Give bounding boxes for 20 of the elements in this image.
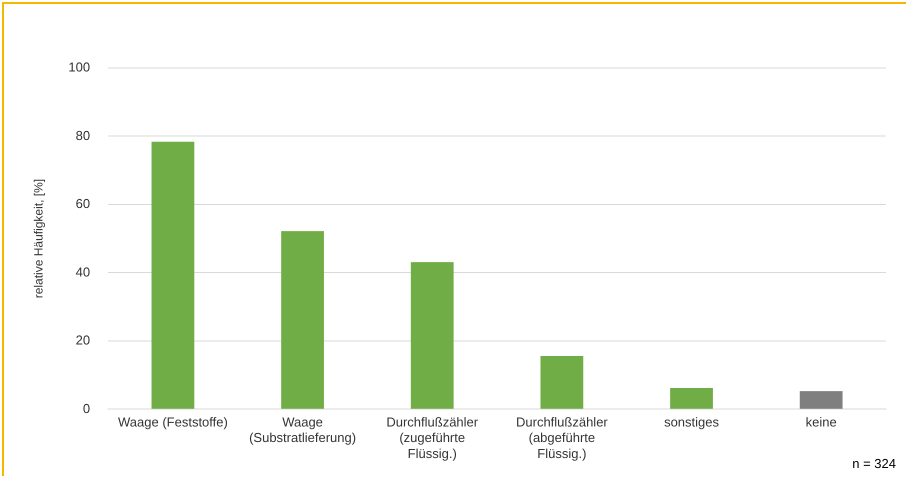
y-tick-label: 80 [76,128,90,143]
x-tick-label: Durchflußzähler (zugeführte Flüssig.) [386,414,479,461]
bar [540,356,584,409]
x-tick-label: keine [806,414,837,430]
x-tick-label: Waage (Feststoffe) [118,414,228,430]
x-tick-label: Durchflußzähler (abgeführte Flüssig.) [516,414,608,461]
bar [670,388,713,409]
y-tick-label: 40 [76,264,90,280]
bar [152,142,194,409]
y-axis-title: relative Häufigkeit, [%] [32,178,46,298]
text: n = 324 [852,456,896,471]
bar [281,231,324,409]
y-tick-label: 0 [82,400,90,416]
bar [800,391,843,409]
y-tick-label: 100 [68,60,90,75]
x-tick-label: Waage (Substratlieferung) [249,414,356,446]
x-tick-label: sonstiges [664,414,720,430]
y-tick-label: 20 [76,332,90,348]
bar [410,262,454,409]
y-tick-label: 60 [76,196,90,212]
